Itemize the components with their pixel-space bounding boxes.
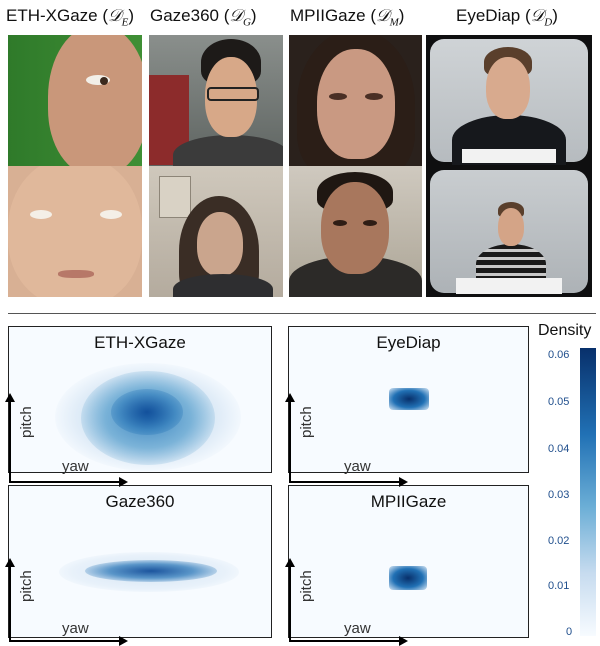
colorbar-tick: 0.06	[548, 349, 570, 361]
yaw-axis-arrow	[289, 481, 401, 483]
heatmap-title: Gaze360	[105, 492, 175, 511]
heatmap-mpiigaze: MPIIGaze	[288, 485, 529, 638]
heatmap-title: ETH-XGaze	[94, 333, 186, 352]
arrow-head-icon	[285, 393, 295, 402]
mpiigaze-sample-2	[289, 166, 422, 297]
arrow-head-icon	[119, 636, 128, 646]
yaw-label: yaw	[62, 458, 89, 475]
yaw-axis-arrow	[9, 640, 121, 642]
colorbar-tick: 0.03	[548, 489, 570, 501]
eyediap-sample-2	[426, 166, 592, 297]
density-peak	[389, 388, 429, 410]
arrow-head-icon	[5, 393, 15, 402]
header-eyediap: EyeDiap (𝒟D)	[456, 6, 558, 29]
header-mpiigaze: MPIIGaze (𝒟M)	[290, 6, 405, 29]
arrow-head-icon	[399, 636, 408, 646]
gaze360-sample-2	[149, 166, 283, 297]
pitch-label: pitch	[18, 406, 35, 438]
pitch-label: pitch	[18, 570, 35, 602]
colorbar-tick: 0.05	[548, 396, 570, 408]
mpiigaze-sample-1	[289, 35, 422, 166]
colorbar-tick: 0.04	[548, 443, 570, 455]
eyediap-sample-1	[426, 35, 592, 166]
pitch-axis-arrow	[289, 566, 291, 642]
pitch-axis-arrow	[289, 401, 291, 483]
pitch-label: pitch	[298, 570, 315, 602]
pitch-axis-arrow	[9, 401, 11, 483]
yaw-label: yaw	[344, 458, 371, 475]
colorbar-title: Density	[538, 322, 592, 339]
pitch-axis-arrow	[9, 566, 11, 642]
arrow-head-icon	[5, 558, 15, 567]
heatmap-eyediap: EyeDiap	[288, 326, 529, 473]
heatmap-title: MPIIGaze	[370, 492, 447, 511]
header-gaze360: Gaze360 (𝒟G)	[150, 6, 257, 29]
heatmap-title: EyeDiap	[376, 333, 441, 352]
colorbar-tick: 0	[566, 626, 573, 638]
colorbar	[580, 348, 596, 636]
density-peak	[85, 560, 217, 582]
arrow-head-icon	[119, 477, 128, 487]
section-divider	[8, 313, 596, 314]
heatmap-gaze360: Gaze360	[8, 485, 272, 638]
yaw-axis-arrow	[289, 640, 401, 642]
yaw-label: yaw	[344, 620, 371, 637]
yaw-axis-arrow	[9, 481, 121, 483]
header-eth-xgaze: ETH-XGaze (𝒟E)	[6, 6, 135, 29]
eth-xgaze-sample-1	[8, 35, 142, 166]
colorbar-tick: 0.02	[548, 535, 570, 547]
gaze360-sample-1	[149, 35, 283, 166]
arrow-head-icon	[399, 477, 408, 487]
heatmap-eth-xgaze: ETH-XGaze	[8, 326, 272, 473]
density-peak	[111, 389, 183, 435]
density-peak	[389, 566, 427, 590]
arrow-head-icon	[285, 558, 295, 567]
pitch-label: pitch	[298, 406, 315, 438]
colorbar-tick: 0.01	[548, 580, 570, 592]
eth-xgaze-sample-2	[8, 166, 142, 297]
yaw-label: yaw	[62, 620, 89, 637]
